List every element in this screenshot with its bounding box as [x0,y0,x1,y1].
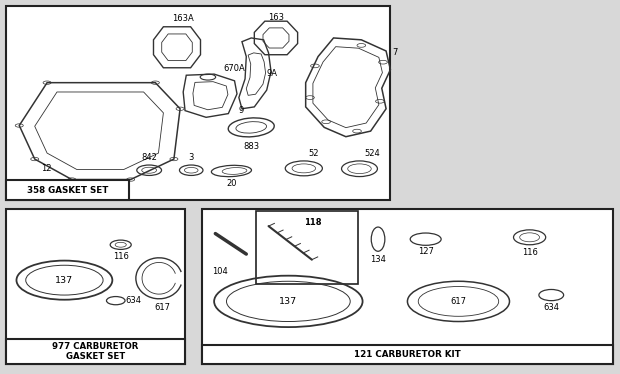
Text: 617: 617 [451,297,466,306]
Text: 358 GASKET SET: 358 GASKET SET [27,186,108,195]
Text: 127: 127 [418,247,433,256]
Text: 163A: 163A [172,14,194,23]
Text: 977 CARBURETOR
GASKET SET: 977 CARBURETOR GASKET SET [52,341,138,361]
Text: 104: 104 [213,267,228,276]
Text: 842: 842 [141,153,157,162]
Text: 137: 137 [55,276,74,285]
Text: 12: 12 [41,164,51,173]
FancyBboxPatch shape [256,211,358,284]
FancyBboxPatch shape [6,209,185,364]
FancyBboxPatch shape [202,344,613,364]
Text: 617: 617 [154,303,170,312]
Text: 670A: 670A [223,64,245,73]
Text: 134: 134 [370,255,386,264]
Text: 116: 116 [521,248,538,257]
Text: 634: 634 [543,303,559,312]
Text: 7: 7 [392,48,397,57]
Text: 524: 524 [365,149,380,158]
FancyBboxPatch shape [6,180,130,200]
Text: 118: 118 [304,218,321,227]
FancyBboxPatch shape [6,6,391,200]
Text: 121 CARBURETOR KIT: 121 CARBURETOR KIT [354,350,461,359]
Text: 20: 20 [226,179,237,188]
Text: 137: 137 [279,297,298,306]
Text: 163: 163 [268,13,284,22]
Text: 116: 116 [113,252,128,261]
Text: 9A: 9A [267,69,278,78]
Text: 52: 52 [308,149,319,158]
Text: 9: 9 [239,106,244,115]
Text: eReplacementParts.com: eReplacementParts.com [172,169,299,179]
FancyBboxPatch shape [202,209,613,364]
Text: 634: 634 [126,296,141,305]
FancyBboxPatch shape [6,338,185,364]
Text: 3: 3 [188,153,194,162]
Text: 883: 883 [243,141,259,151]
